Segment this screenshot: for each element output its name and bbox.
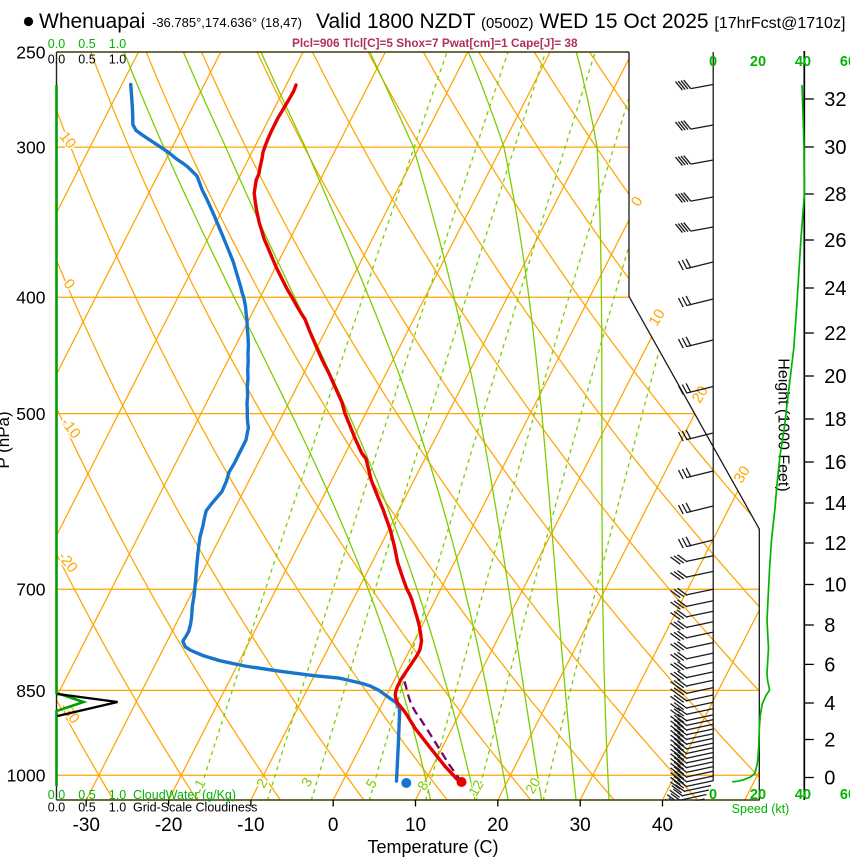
svg-text:-30: -30 bbox=[73, 815, 100, 836]
svg-text:-10: -10 bbox=[237, 815, 264, 836]
svg-text:0.0: 0.0 bbox=[48, 801, 65, 815]
svg-text:1.0: 1.0 bbox=[109, 37, 126, 51]
svg-text:22: 22 bbox=[824, 323, 846, 345]
svg-text:250: 250 bbox=[16, 43, 45, 63]
svg-text:1000: 1000 bbox=[7, 766, 46, 786]
svg-text:0.0: 0.0 bbox=[48, 37, 65, 51]
svg-text:60: 60 bbox=[840, 787, 850, 803]
svg-text:700: 700 bbox=[16, 580, 45, 600]
svg-text:30: 30 bbox=[824, 137, 846, 159]
svg-text:8: 8 bbox=[824, 615, 835, 637]
svg-text:500: 500 bbox=[16, 404, 45, 424]
svg-text:0: 0 bbox=[709, 54, 717, 70]
svg-text:20: 20 bbox=[824, 366, 846, 388]
svg-text:10: 10 bbox=[405, 815, 426, 836]
svg-text:2: 2 bbox=[824, 730, 835, 752]
svg-text:Whenuapai: Whenuapai bbox=[39, 10, 145, 33]
svg-text:Speed (kt): Speed (kt) bbox=[732, 802, 790, 816]
svg-text:300: 300 bbox=[16, 138, 45, 158]
svg-text:40: 40 bbox=[795, 787, 811, 803]
svg-text:0.5: 0.5 bbox=[78, 788, 95, 802]
svg-text:CloudWater (g/Kg): CloudWater (g/Kg) bbox=[133, 788, 236, 802]
svg-text:0.0: 0.0 bbox=[48, 53, 65, 67]
svg-text:20: 20 bbox=[750, 787, 766, 803]
svg-text:1.0: 1.0 bbox=[109, 801, 126, 815]
svg-text:400: 400 bbox=[16, 288, 45, 308]
svg-text:1.0: 1.0 bbox=[109, 53, 126, 67]
svg-text:0.5: 0.5 bbox=[78, 801, 95, 815]
svg-text:40: 40 bbox=[795, 54, 811, 70]
svg-text:-20: -20 bbox=[155, 815, 182, 836]
svg-text:0: 0 bbox=[824, 768, 835, 790]
svg-text:26: 26 bbox=[824, 230, 846, 252]
svg-text:20: 20 bbox=[487, 815, 508, 836]
svg-text:12: 12 bbox=[824, 533, 846, 555]
svg-text:850: 850 bbox=[16, 681, 45, 701]
svg-text:14: 14 bbox=[824, 493, 846, 515]
svg-text:6: 6 bbox=[824, 654, 835, 676]
svg-text:Grid-Scale Cloudiness: Grid-Scale Cloudiness bbox=[133, 801, 257, 815]
svg-text:40: 40 bbox=[652, 815, 673, 836]
svg-text:0: 0 bbox=[328, 815, 339, 836]
svg-text:Temperature (C): Temperature (C) bbox=[367, 837, 498, 857]
svg-text:Height (1000 Feet): Height (1000 Feet) bbox=[775, 358, 792, 491]
svg-text:16: 16 bbox=[824, 452, 846, 474]
svg-text:20: 20 bbox=[750, 54, 766, 70]
svg-text:24: 24 bbox=[824, 278, 846, 300]
svg-text:28: 28 bbox=[824, 184, 846, 206]
svg-text:0.5: 0.5 bbox=[78, 37, 95, 51]
svg-text:P (hPa): P (hPa) bbox=[0, 411, 13, 468]
svg-text:0: 0 bbox=[709, 787, 717, 803]
svg-text:30: 30 bbox=[570, 815, 591, 836]
svg-text:32: 32 bbox=[824, 89, 846, 111]
svg-text:0.5: 0.5 bbox=[78, 53, 95, 67]
svg-text:Valid 1800 NZDT (0500Z) WED 15: Valid 1800 NZDT (0500Z) WED 15 Oct 2025 … bbox=[316, 10, 845, 33]
svg-text:18: 18 bbox=[824, 409, 846, 431]
svg-text:60: 60 bbox=[840, 54, 850, 70]
svg-text:1.0: 1.0 bbox=[109, 788, 126, 802]
svg-text:-36.785°,174.636° (18,47): -36.785°,174.636° (18,47) bbox=[152, 15, 302, 30]
svg-text:Plcl=906 Tlcl[C]=5 Shox=7 Pwat: Plcl=906 Tlcl[C]=5 Shox=7 Pwat[cm]=1 Cap… bbox=[292, 36, 578, 50]
svg-text:10: 10 bbox=[824, 575, 846, 597]
svg-text:4: 4 bbox=[824, 693, 835, 715]
svg-text:0.0: 0.0 bbox=[48, 788, 65, 802]
